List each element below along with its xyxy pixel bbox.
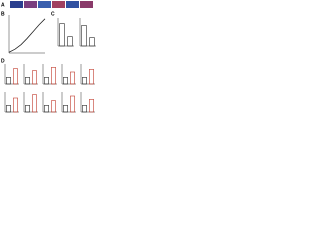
image-tile [10, 1, 23, 8]
bar [6, 77, 11, 85]
bar [51, 100, 56, 113]
image-tile [38, 1, 51, 8]
bar [51, 67, 56, 85]
figure: A B C D [1, 1, 96, 113]
bar [89, 69, 94, 85]
image-tile [52, 1, 65, 8]
bar [63, 105, 68, 113]
bar [44, 105, 49, 113]
image-tile [66, 1, 79, 8]
bar [59, 23, 65, 47]
bar [44, 77, 49, 85]
bar [13, 68, 18, 85]
image-strip [10, 1, 93, 8]
bar [6, 105, 11, 113]
bar [67, 36, 73, 47]
panel-label: A [1, 2, 5, 8]
image-tile [80, 1, 93, 8]
bar [13, 97, 18, 113]
bar [25, 77, 30, 85]
bar [32, 70, 37, 85]
bar [70, 95, 75, 113]
panel-label: D [1, 58, 5, 64]
bar [89, 37, 95, 47]
image-tile [24, 1, 37, 8]
bar [70, 71, 75, 85]
bar [81, 25, 87, 47]
bar [63, 77, 68, 85]
bar [82, 77, 87, 85]
bar [89, 99, 94, 113]
bar [32, 94, 37, 113]
bar [82, 105, 87, 113]
bar [25, 105, 30, 113]
panel-label: C [51, 11, 55, 17]
line [8, 18, 46, 53]
panel-label: B [1, 11, 5, 17]
